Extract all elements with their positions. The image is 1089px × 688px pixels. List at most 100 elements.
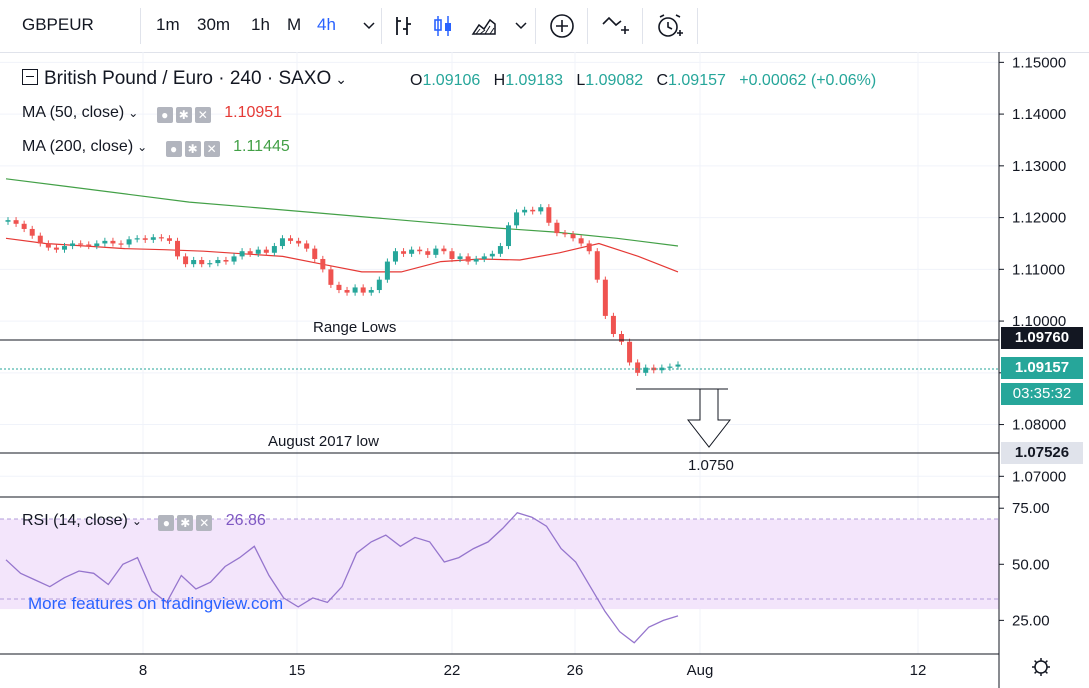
candle <box>368 286 374 296</box>
candle-body <box>134 238 140 240</box>
candle <box>497 242 503 257</box>
range-lows-price-tag: 1.09760 <box>1001 327 1083 349</box>
candle <box>667 363 673 371</box>
candle-body <box>118 243 124 245</box>
candle-body <box>263 249 269 253</box>
candle-body <box>643 367 649 373</box>
interval-1m-button[interactable]: 1m <box>156 15 180 34</box>
candle-body <box>441 248 447 252</box>
candle-body <box>433 248 439 255</box>
candle <box>150 234 156 243</box>
candle <box>425 248 431 258</box>
interval-1h-button[interactable]: 1h <box>251 15 270 34</box>
y-tick-label: 1.12000 <box>1012 210 1066 227</box>
eye-icon[interactable]: ● <box>158 515 175 531</box>
candle <box>473 255 479 265</box>
candle-body <box>45 243 51 248</box>
symbol-search-button[interactable]: GBPEUR <box>22 15 94 34</box>
chevron-down-icon[interactable] <box>507 12 535 40</box>
candle-body <box>320 258 326 270</box>
candle <box>304 240 310 252</box>
rsi-label[interactable]: RSI (14, close) <box>22 512 128 529</box>
chevron-down-icon[interactable]: ⌄ <box>128 106 139 120</box>
candle-body <box>360 287 366 293</box>
y-tick-label: 1.10000 <box>1012 313 1066 330</box>
candle <box>562 230 568 238</box>
candle <box>271 242 277 256</box>
candle-body <box>481 256 487 259</box>
rsi-line <box>5 511 679 644</box>
area-style-icon[interactable] <box>470 12 498 40</box>
candle-body <box>675 364 681 367</box>
change-value: +0.00062 (+0.06%) <box>739 72 877 89</box>
candle-body <box>126 239 132 245</box>
candle <box>489 250 495 260</box>
rsi-y-tick-label: 25.00 <box>1012 612 1050 629</box>
tradingview-link[interactable]: More features on tradingview.com <box>28 594 284 613</box>
eye-icon[interactable]: ● <box>156 107 173 123</box>
interval-30m-button[interactable]: 30m <box>197 15 231 34</box>
candle <box>538 204 544 215</box>
candle-body <box>417 249 423 252</box>
candle-body <box>602 279 608 316</box>
close-icon[interactable]: ✕ <box>196 515 213 531</box>
y-tick-label: 1.15000 <box>1012 54 1066 71</box>
candle <box>62 242 68 253</box>
bar-chart-style-icon[interactable] <box>389 12 417 40</box>
candles-style-icon[interactable] <box>429 12 457 40</box>
candle <box>13 217 19 227</box>
alert-clock-icon[interactable] <box>655 12 683 40</box>
candle-body <box>554 222 560 234</box>
candle <box>312 245 318 263</box>
candle-body <box>497 246 503 254</box>
candle <box>618 330 624 345</box>
candle <box>183 253 189 268</box>
gear-icon[interactable]: ✱ <box>184 141 201 157</box>
interval-4h-button[interactable]: 4h <box>317 15 336 34</box>
compare-symbol-icon[interactable] <box>601 12 629 40</box>
open-label: O <box>410 72 423 89</box>
range-lows-label: Range Lows <box>313 319 397 336</box>
current-price-tag: 1.09157 <box>1001 357 1083 379</box>
candle-body <box>667 366 673 368</box>
collapse-legend-icon[interactable] <box>22 69 38 85</box>
candle <box>465 253 471 265</box>
candle-body <box>384 261 390 280</box>
gear-icon[interactable]: ✱ <box>177 515 194 531</box>
candle <box>223 256 229 265</box>
candle-body <box>166 238 172 241</box>
add-indicator-icon[interactable] <box>548 12 576 40</box>
close-icon[interactable]: ✕ <box>194 107 211 123</box>
interval-M-button[interactable]: M <box>287 15 302 34</box>
toolbar-divider <box>535 8 536 44</box>
chevron-down-icon[interactable] <box>355 12 383 40</box>
eye-icon[interactable]: ● <box>165 141 182 157</box>
ma200-label[interactable]: MA (200, close) <box>22 138 134 155</box>
candle-body <box>594 251 600 280</box>
candle <box>134 235 140 243</box>
candle <box>21 220 27 233</box>
candle-body <box>207 263 213 265</box>
y-tick-label: 1.08000 <box>1012 417 1066 434</box>
chevron-down-icon[interactable]: ⌄ <box>131 514 142 528</box>
chevron-down-icon[interactable]: ⌄ <box>137 140 148 154</box>
ma200-value: 1.11445 <box>233 138 290 155</box>
settings-gear-icon[interactable] <box>1032 658 1050 676</box>
x-tick-label: 15 <box>289 662 306 679</box>
close-icon[interactable]: ✕ <box>203 141 220 157</box>
candle-body <box>401 251 407 254</box>
gear-icon[interactable]: ✱ <box>175 107 192 123</box>
candle <box>401 248 407 257</box>
candle <box>602 276 608 319</box>
low-label: L <box>576 72 586 89</box>
candle <box>191 256 197 268</box>
candle <box>457 253 463 263</box>
chevron-down-icon[interactable]: ⌄ <box>335 71 347 87</box>
rsi-value: 26.86 <box>225 512 266 529</box>
candle-body <box>328 269 334 285</box>
candle <box>37 232 43 247</box>
ma50-label[interactable]: MA (50, close) <box>22 104 125 121</box>
candle <box>635 359 641 376</box>
candle-body <box>522 209 528 213</box>
candle-body <box>304 243 310 249</box>
